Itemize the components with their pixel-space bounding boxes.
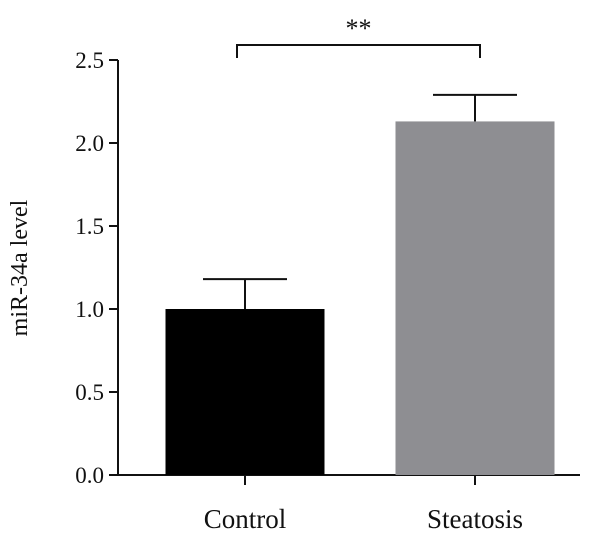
x-tick-label: Control (204, 504, 287, 534)
significance-bracket (236, 44, 481, 58)
y-tick-label: 1.0 (75, 297, 104, 322)
y-tick-label: 2.5 (75, 48, 104, 73)
bar (395, 121, 555, 476)
labels: 0.0 0.5 1.0 1.5 2.0 2.5 Control Steatosis (75, 48, 523, 534)
y-axis-title: miR-34a level (7, 199, 33, 336)
x-tick-label: Steatosis (427, 504, 523, 534)
y-tick-label: 0.5 (75, 380, 104, 405)
y-tick-label: 2.0 (75, 131, 104, 156)
bar (165, 309, 325, 475)
bars (165, 93, 555, 476)
y-tick-label: 0.0 (75, 463, 104, 488)
y-tick-label: 1.5 (75, 214, 104, 239)
significance-label: ** (346, 14, 372, 43)
